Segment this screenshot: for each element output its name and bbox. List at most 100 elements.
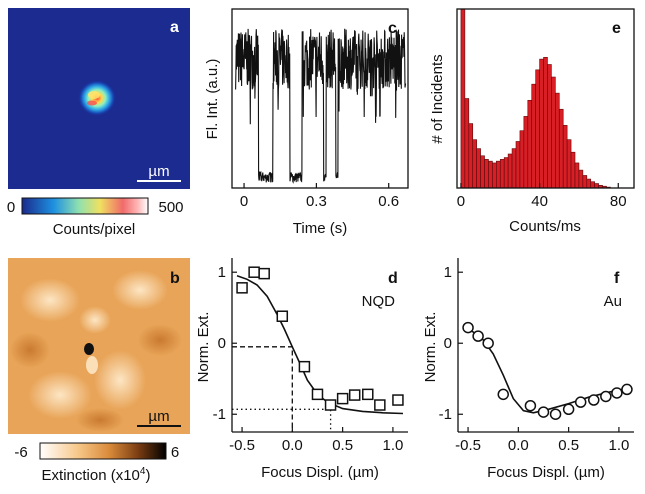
panel-d-point xyxy=(392,394,404,406)
panel-c-xtick-label: 0.3 xyxy=(306,193,327,210)
panel-a-colorbar-min: 0 xyxy=(7,199,15,216)
panel-e-bar xyxy=(562,125,568,189)
panel-e-bar xyxy=(476,148,481,189)
panel-a-scalebar-label: µm xyxy=(148,163,169,180)
panel-f-point xyxy=(482,337,494,349)
panel-a-spot-core2 xyxy=(87,100,97,106)
panel-e-bar xyxy=(472,139,477,189)
panel-e-bar xyxy=(492,162,497,189)
panel-e-bar xyxy=(480,155,485,189)
panel-c-xtick-label: 0.6 xyxy=(378,193,399,210)
panel-c-letter: c xyxy=(388,20,397,37)
panel-e-bar xyxy=(523,116,529,189)
panel-b-texture xyxy=(76,408,124,432)
panel-c: 0 0.3 0.6 c Time (s) Fl. Int. (a.u.) xyxy=(204,8,409,237)
panel-b-colorbar-label-sup: 4 xyxy=(140,466,146,477)
panel-d-point xyxy=(374,399,386,411)
panel-e-bar xyxy=(566,139,572,189)
panel-d-point xyxy=(248,266,260,278)
panel-f-xtick-label: -0.5 xyxy=(455,437,481,454)
panel-e-bar xyxy=(582,175,588,189)
panel-d-guide-dotted xyxy=(232,408,332,432)
panel-f-point xyxy=(462,321,474,334)
panel-e-bar xyxy=(594,183,599,189)
panel-b-scalebar-label: µm xyxy=(148,408,169,425)
panel-e-bar xyxy=(496,160,501,189)
panel-d-letter: d xyxy=(388,270,398,287)
panel-d-point xyxy=(258,267,270,280)
panel-e-bar xyxy=(527,99,533,189)
panel-f-point xyxy=(549,408,562,420)
panel-d-xtick-label: -0.5 xyxy=(229,437,255,454)
panel-f-xlabel: Focus Displ. (µm) xyxy=(487,464,605,481)
panel-e-bar xyxy=(460,8,466,189)
panel-d-xtick-label: 1.0 xyxy=(382,437,403,454)
panel-b-texture xyxy=(28,371,92,419)
panel-f-ylabel: Norm. Ext. xyxy=(422,312,439,383)
panel-e-bar xyxy=(590,181,595,189)
panel-d-point xyxy=(311,388,324,401)
panel-f-ytick-label: -1 xyxy=(439,406,452,423)
panel-a-colorbar xyxy=(21,197,149,215)
panel-b-colorbar xyxy=(39,442,167,460)
panel-d-point xyxy=(236,282,248,294)
panel-f-ticks: -0.5 0.0 0.5 1.0 -1 0 1 xyxy=(439,264,630,454)
panel-a: a µm 0 500 Counts/pixel xyxy=(7,8,190,238)
panel-a-spot-core xyxy=(88,91,100,99)
panel-d-point xyxy=(348,389,361,401)
panel-e-letter: e xyxy=(612,20,621,37)
panel-e-bar xyxy=(570,151,576,189)
panel-d-guide-dashed xyxy=(232,346,293,432)
panel-b-texture xyxy=(10,332,50,368)
panel-e-ylabel: # of Incidents xyxy=(429,54,446,143)
panel-d-ylabel: Norm. Ext. xyxy=(195,312,212,383)
panel-e-bar xyxy=(531,83,536,189)
panel-e-bar xyxy=(578,169,584,189)
panel-f-fit-curve xyxy=(462,326,630,414)
panel-d-ytick-label: 0 xyxy=(218,335,226,352)
panel-e-bar xyxy=(574,162,580,189)
panel-e-xtick-label: 80 xyxy=(610,193,627,210)
panel-e-frame xyxy=(456,8,635,189)
panel-f-letter: f xyxy=(614,270,620,287)
panel-e-xtick-label: 0 xyxy=(457,193,465,210)
panel-b-texture xyxy=(79,306,111,334)
panel-f-point xyxy=(524,399,537,412)
panel-b-letter: b xyxy=(170,270,180,287)
panel-e-bar xyxy=(539,58,544,189)
panel-e-bar xyxy=(464,98,470,189)
panel-b-colorbar-min: -6 xyxy=(14,444,27,461)
panel-d-xtick-label: 0.5 xyxy=(332,437,353,454)
panel-e-bar xyxy=(484,159,489,189)
panel-f-point xyxy=(497,388,510,401)
panel-c-trace xyxy=(235,28,407,184)
panel-f-xtick-label: 1.0 xyxy=(608,437,629,454)
panel-a-letter: a xyxy=(170,19,179,36)
panel-e-bar xyxy=(507,153,513,189)
panel-b-colorbar-label-end: ) xyxy=(145,467,150,484)
panel-d-point xyxy=(336,392,349,405)
panel-f-xtick-label: 0.0 xyxy=(508,437,529,454)
panel-e-bar xyxy=(551,76,556,189)
panel-f-ytick-label: 0 xyxy=(444,335,452,352)
panel-d: -0.5 0.0 0.5 1.0 -1 0 1 d NQD Focus Displ. (µm… xyxy=(195,258,408,481)
panel-e-bar xyxy=(503,157,509,189)
panel-e-bar xyxy=(519,130,525,189)
panel-e-xtick-label: 40 xyxy=(531,193,548,210)
panel-c-xlabel: Time (s) xyxy=(293,220,347,237)
panel-f-annotation: Au xyxy=(604,293,622,310)
panel-e-bar xyxy=(547,64,552,189)
panel-a-colorbar-max: 500 xyxy=(158,199,183,216)
panel-f-xtick-label: 0.5 xyxy=(558,437,579,454)
panel-e-bar xyxy=(535,69,540,189)
panel-a-colorbar-label: Counts/pixel xyxy=(53,221,136,238)
panel-d-ytick-label: 1 xyxy=(218,264,226,281)
panel-d-point xyxy=(362,388,374,401)
panel-e-xticks: 0 40 80 xyxy=(457,183,627,210)
panel-d-point xyxy=(276,310,289,322)
panel-d-xtick-label: 0.0 xyxy=(282,437,303,454)
panel-e-bars xyxy=(460,8,611,189)
panel-e-bar xyxy=(511,148,517,189)
